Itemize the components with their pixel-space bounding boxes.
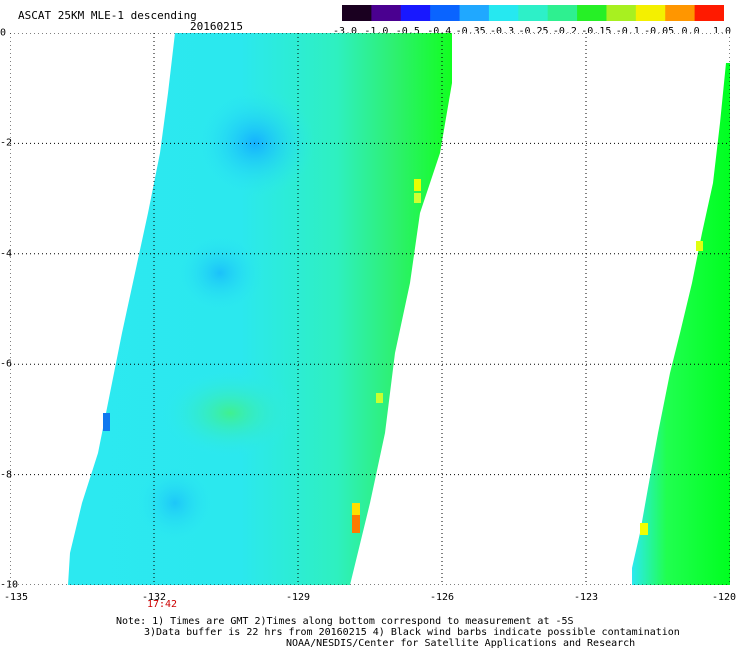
note-line-3: NOAA/NESDIS/Center for Satellite Applica…: [286, 638, 636, 649]
colorbar-label: -3.0: [332, 26, 358, 37]
note-line-2: 3)Data buffer is 22 hrs from 20160215 4)…: [144, 627, 680, 638]
colorbar-swatch: [342, 5, 372, 21]
colorbar-swatch: [694, 5, 724, 21]
swath-pixel: [352, 503, 360, 515]
swath-pixel: [376, 393, 383, 403]
colorbar-swatch: [400, 5, 431, 21]
colorbar-swatch: [371, 5, 402, 21]
main-swath: [68, 33, 452, 585]
y-tick-label: 0: [0, 27, 7, 39]
note-line-1: Note: 1) Times are GMT 2)Times along bot…: [116, 616, 574, 627]
low-value-region: [175, 233, 265, 313]
y-tick-label: -10: [0, 579, 19, 591]
colorbar-swatch: [577, 5, 608, 21]
x-tick-label: -129: [285, 592, 311, 603]
colorbar-label: 0.0: [681, 26, 700, 37]
x-tick-label: -123: [573, 592, 599, 603]
moderate-value-region: [160, 368, 300, 458]
y-tick-label: -2: [0, 137, 13, 149]
colorbar-label: -0.25: [518, 26, 549, 37]
swath-pixel: [414, 193, 421, 203]
y-tick-label: -8: [0, 469, 13, 481]
colorbar-label: -0.15: [581, 26, 612, 37]
swath-pixel: [640, 523, 648, 535]
swath-pixel: [414, 179, 421, 191]
colorbar-swatch: [518, 5, 549, 21]
x-tick-label: -120: [711, 592, 737, 603]
map-date: 20160215: [190, 20, 243, 33]
x-tick-label: -132: [141, 592, 167, 603]
colorbar-swatch: [430, 5, 461, 21]
colorbar-swatch: [665, 5, 696, 21]
colorbar-label: -0.1: [615, 26, 640, 37]
colorbar-label: -0.3: [490, 26, 515, 37]
colorbar-label: -0.05: [644, 26, 675, 37]
colorbar-swatch: [459, 5, 490, 21]
colorbar-label: -0.2: [552, 26, 577, 37]
swath-pixel: [103, 413, 110, 431]
y-tick-label: -6: [0, 358, 13, 370]
colorbar: [342, 5, 724, 21]
colorbar-label: -0.35: [455, 26, 486, 37]
swath-pixel: [352, 515, 360, 533]
colorbar-swatch: [488, 5, 519, 21]
y-tick-label: -4: [0, 248, 13, 260]
swath-time-label: 17:42: [146, 599, 178, 610]
colorbar-label: -1.0: [364, 26, 389, 37]
right-swath: [632, 63, 730, 585]
low-value-region: [135, 463, 215, 543]
map-title: ASCAT 25KM MLE-1 descending: [18, 9, 197, 22]
colorbar-swatch: [635, 5, 666, 21]
swath-map: [10, 33, 730, 585]
colorbar-swatch: [547, 5, 578, 21]
colorbar-label: -0.5: [395, 26, 420, 37]
colorbar-label: -0.4: [427, 26, 452, 37]
swath-pixel: [696, 241, 703, 251]
x-tick-label: -135: [3, 592, 29, 603]
colorbar-label: 1.0: [712, 26, 732, 37]
x-tick-label: -126: [429, 592, 455, 603]
colorbar-swatch: [606, 5, 637, 21]
